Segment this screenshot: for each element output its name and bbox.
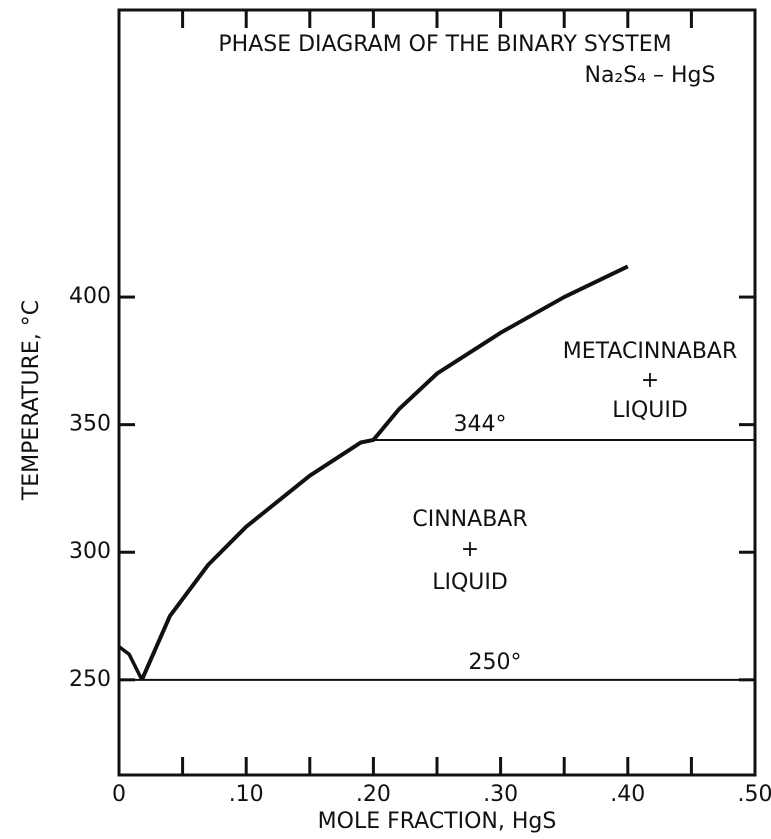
y-tick-label: 250 bbox=[69, 667, 111, 692]
x-tick-label: .20 bbox=[356, 782, 391, 807]
annotation: CINNABAR bbox=[412, 507, 527, 532]
x-tick-label: .40 bbox=[610, 782, 645, 807]
annotation: 344° bbox=[454, 412, 507, 437]
annotation: + bbox=[641, 368, 659, 393]
x-tick-label: .50 bbox=[738, 782, 771, 807]
phase-boundary bbox=[140, 264, 629, 681]
x-tick-label: .30 bbox=[483, 782, 518, 807]
annotation: LIQUID bbox=[612, 398, 688, 423]
y-tick-label: 400 bbox=[69, 284, 111, 309]
x-tick-label: .10 bbox=[229, 782, 264, 807]
x-axis-label: MOLE FRACTION, HgS bbox=[318, 809, 557, 834]
plot-frame bbox=[117, 8, 757, 777]
annotation: LIQUID bbox=[432, 570, 508, 595]
chart-title: PHASE DIAGRAM OF THE BINARY SYSTEM bbox=[218, 32, 671, 57]
y-tick-label: 350 bbox=[69, 412, 111, 437]
y-tick-label: 300 bbox=[69, 539, 111, 564]
phase-boundary bbox=[117, 645, 144, 681]
annotation: METACINNABAR bbox=[563, 339, 738, 364]
y-axis-label: TEMPERATURE, °C bbox=[19, 300, 44, 501]
annotation: + bbox=[461, 537, 479, 562]
x-tick-label: 0 bbox=[112, 782, 126, 807]
chart-subtitle: Na₂S₄ – HgS bbox=[584, 63, 715, 88]
annotation: 250° bbox=[469, 650, 522, 675]
